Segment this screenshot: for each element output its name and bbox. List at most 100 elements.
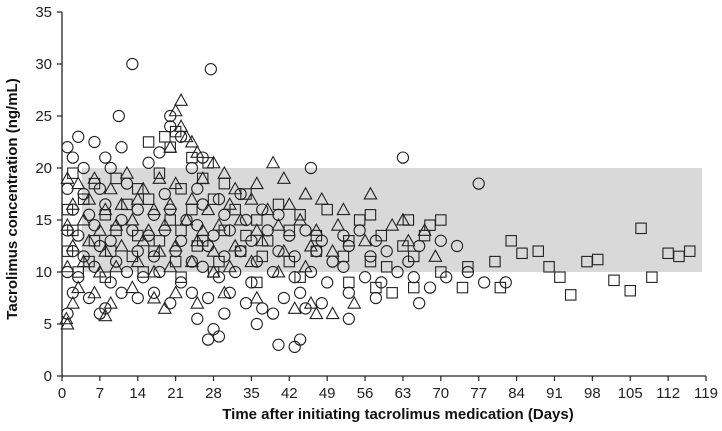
x-tick-label: 28 [205, 385, 222, 402]
triangle-marker [298, 186, 313, 200]
circle-marker [277, 291, 291, 305]
x-tick-label: 7 [96, 385, 104, 402]
triangle-marker [330, 217, 346, 231]
triangle-marker [325, 243, 340, 257]
square-marker [175, 271, 187, 283]
square-marker [543, 261, 555, 273]
circle-marker [185, 286, 199, 299]
circle-marker [380, 245, 393, 258]
square-marker [294, 209, 306, 221]
triangle-marker [260, 202, 275, 216]
square-marker [132, 229, 144, 242]
square-marker [370, 281, 382, 294]
square-marker [624, 284, 636, 297]
triangle-marker [114, 238, 129, 252]
circle-marker [66, 151, 79, 164]
circle-marker [450, 239, 464, 253]
triangle-marker [179, 129, 194, 143]
circle-marker [369, 291, 383, 305]
triangle-marker [103, 295, 118, 309]
circle-marker [396, 151, 410, 164]
square-marker [72, 266, 84, 278]
square-marker [592, 253, 604, 266]
square-marker [218, 224, 231, 237]
square-marker [418, 229, 431, 242]
circle-marker [201, 291, 215, 305]
triangle-marker [130, 191, 145, 205]
circle-marker [218, 307, 231, 320]
triangle-marker [292, 212, 308, 226]
y-tick-label: 35 [35, 4, 52, 21]
triangle-marker [325, 306, 340, 320]
triangle-marker [60, 259, 75, 273]
square-marker [207, 193, 220, 205]
square-marker [256, 250, 268, 263]
square-marker [234, 245, 247, 257]
square-marker [240, 188, 252, 200]
x-tick-label: 91 [546, 385, 563, 402]
triangle-marker [157, 301, 172, 314]
square-marker [272, 198, 285, 211]
y-tick-label: 30 [35, 56, 52, 73]
circle-marker [315, 297, 328, 310]
triangle-marker [244, 191, 259, 205]
triangle-marker [146, 202, 162, 216]
triangle-marker [244, 254, 259, 268]
square-marker [207, 266, 220, 278]
x-tick-label: 77 [470, 385, 487, 402]
circle-marker [207, 323, 220, 336]
square-marker [148, 245, 160, 257]
square-marker [462, 261, 474, 273]
square-marker [202, 157, 214, 169]
x-tick-label: 35 [243, 385, 260, 402]
x-tick-label: 21 [167, 385, 184, 402]
circle-marker [250, 317, 263, 331]
circle-marker [223, 286, 236, 299]
triangle-marker [309, 306, 324, 320]
triangle-marker [163, 197, 178, 210]
triangle-marker [282, 197, 297, 210]
circle-marker [266, 307, 280, 320]
square-marker [99, 271, 112, 283]
triangle-marker [384, 217, 400, 231]
square-marker [186, 203, 198, 216]
circle-marker [321, 276, 334, 289]
square-marker [364, 255, 377, 268]
triangle-marker [98, 308, 113, 322]
square-marker [310, 229, 323, 242]
circle-marker [201, 333, 215, 346]
square-marker [408, 281, 420, 294]
square-marker [646, 271, 658, 283]
tick-layer: 0 7 14 21 28 35 42 49 56 63 70 77 84 91 98 105 112 119 0 5 1… [35, 4, 718, 402]
triangle-marker [157, 217, 172, 231]
circle-marker [164, 297, 177, 310]
square-marker [153, 167, 166, 179]
circle-marker [272, 245, 285, 258]
triangle-marker [249, 223, 264, 236]
circle-marker [158, 187, 171, 201]
triangle-marker [173, 93, 189, 106]
triangle-marker [249, 176, 264, 190]
square-marker [121, 198, 133, 211]
x-tick-label: 84 [508, 385, 525, 402]
triangle-marker [200, 202, 216, 216]
square-marker [132, 183, 144, 195]
y-tick-label: 5 [44, 316, 52, 333]
square-marker [321, 203, 333, 216]
square-marker [402, 214, 415, 226]
data-points-layer [59, 57, 696, 354]
square-marker [104, 245, 117, 257]
circle-marker [212, 330, 226, 343]
square-marker [67, 167, 79, 179]
circle-marker [131, 291, 144, 305]
circle-marker [115, 141, 128, 154]
circle-marker [304, 161, 318, 175]
circle-marker [142, 156, 155, 169]
circle-marker [126, 57, 139, 71]
y-tick-label: 25 [35, 108, 52, 125]
triangle-marker [59, 311, 74, 325]
triangle-marker [87, 285, 102, 299]
circle-marker [147, 286, 161, 299]
circle-marker [266, 265, 280, 279]
x-tick-label: 63 [395, 385, 412, 402]
